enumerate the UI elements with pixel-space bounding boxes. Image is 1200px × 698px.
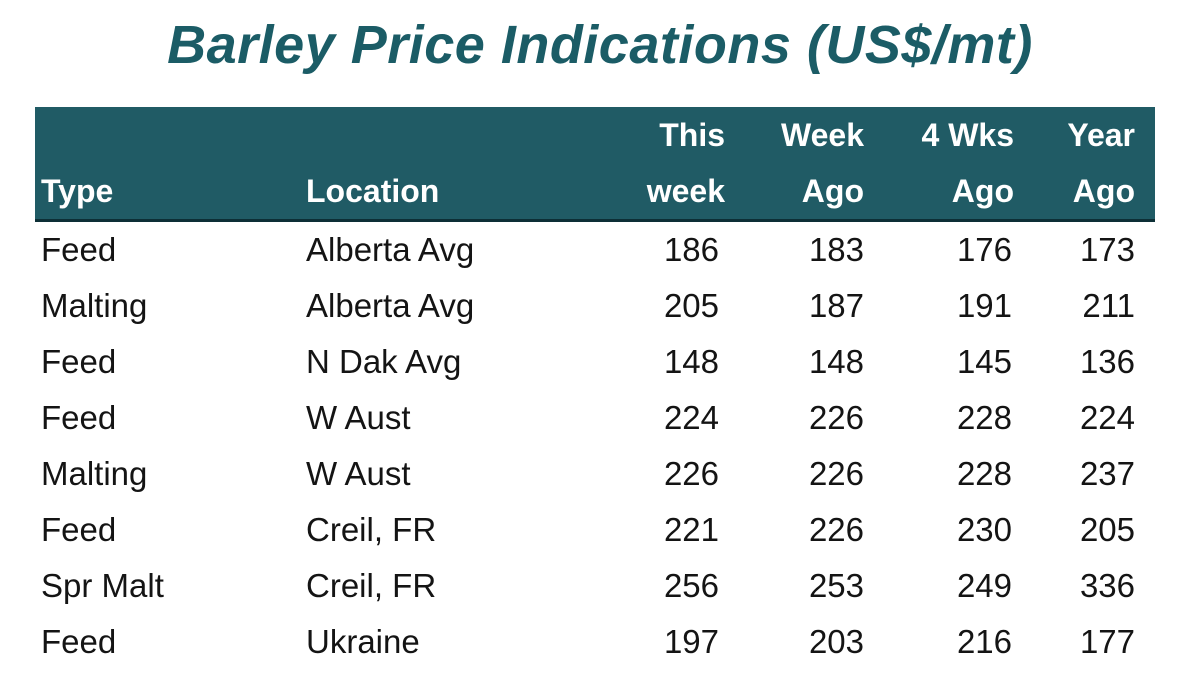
header-location: Location <box>300 107 585 221</box>
cell-week-ago: 253 <box>808 567 864 604</box>
cell-week-ago: 183 <box>808 231 864 268</box>
cell-location: Alberta Avg <box>306 287 475 324</box>
header-year-ago: Year Ago <box>1018 107 1155 221</box>
header-week-ago-line2: Ago <box>801 173 864 209</box>
cell-this-week: 148 <box>663 343 719 380</box>
cell-four-wks-ago: 228 <box>956 455 1012 492</box>
cell-type: Feed <box>41 399 117 436</box>
cell-this-week: 226 <box>663 455 719 492</box>
header-type: Type <box>35 107 300 221</box>
cell-week-ago: 203 <box>808 623 864 660</box>
cell-week-ago: 187 <box>808 287 864 324</box>
cell-this-week: 205 <box>663 287 719 324</box>
cell-four-wks-ago: 191 <box>956 287 1012 324</box>
cell-this-week: 186 <box>663 231 719 268</box>
barley-price-table: Type Location This week Week Ago 4 Wks A… <box>35 107 1155 670</box>
cell-four-wks-ago: 176 <box>956 231 1012 268</box>
cell-four-wks-ago: 145 <box>956 343 1012 380</box>
header-this-week: This week <box>585 107 725 221</box>
table-row: Feed N Dak Avg 148 148 145 136 <box>35 334 1155 390</box>
cell-location: W Aust <box>306 455 411 492</box>
table-row: Feed Creil, FR 221 226 230 205 <box>35 502 1155 558</box>
cell-four-wks-ago: 249 <box>956 567 1012 604</box>
cell-location: Creil, FR <box>306 511 437 548</box>
cell-type: Malting <box>41 455 148 492</box>
header-year-ago-line2: Ago <box>1072 173 1135 209</box>
cell-location: N Dak Avg <box>306 343 462 380</box>
cell-year-ago: 211 <box>1082 287 1135 324</box>
cell-week-ago: 148 <box>808 343 864 380</box>
cell-year-ago: 224 <box>1079 399 1135 436</box>
cell-year-ago: 336 <box>1079 567 1135 604</box>
cell-this-week: 256 <box>663 567 719 604</box>
table-row: Malting Alberta Avg 205 187 191 211 <box>35 278 1155 334</box>
cell-type: Feed <box>41 231 117 268</box>
header-year-ago-line1: Year <box>1067 117 1135 153</box>
cell-this-week: 197 <box>663 623 719 660</box>
header-location-line2: Location <box>306 173 440 209</box>
cell-this-week: 221 <box>663 511 719 548</box>
cell-type: Spr Malt <box>41 567 164 604</box>
table-row: Malting W Aust 226 226 228 237 <box>35 446 1155 502</box>
header-this-week-line1: This <box>659 117 725 153</box>
cell-week-ago: 226 <box>808 511 864 548</box>
header-week-ago: Week Ago <box>725 107 870 221</box>
cell-year-ago: 173 <box>1079 231 1135 268</box>
header-this-week-line2: week <box>646 173 725 209</box>
cell-type: Feed <box>41 343 117 380</box>
cell-type: Malting <box>41 287 148 324</box>
cell-type: Feed <box>41 511 117 548</box>
cell-four-wks-ago: 228 <box>956 399 1012 436</box>
cell-location: Creil, FR <box>306 567 437 604</box>
header-four-wks-ago-line1: 4 Wks <box>921 117 1014 153</box>
cell-location: Ukraine <box>306 623 420 660</box>
table-header-row: Type Location This week Week Ago 4 Wks A… <box>35 107 1155 221</box>
header-four-wks-ago-line2: Ago <box>951 173 1014 209</box>
cell-location: Alberta Avg <box>306 231 475 268</box>
cell-four-wks-ago: 230 <box>956 511 1012 548</box>
table-row: Spr Malt Creil, FR 256 253 249 336 <box>35 558 1155 614</box>
cell-year-ago: 205 <box>1079 511 1135 548</box>
cell-type: Feed <box>41 623 117 660</box>
cell-location: W Aust <box>306 399 411 436</box>
cell-year-ago: 237 <box>1079 455 1135 492</box>
table-row: Feed Ukraine 197 203 216 177 <box>35 614 1155 670</box>
table-row: Feed W Aust 224 226 228 224 <box>35 390 1155 446</box>
cell-year-ago: 136 <box>1079 343 1135 380</box>
header-type-line2: Type <box>41 173 114 209</box>
cell-week-ago: 226 <box>808 455 864 492</box>
table-title: Barley Price Indications (US$/mt) <box>167 15 1033 75</box>
cell-week-ago: 226 <box>808 399 864 436</box>
table-row: Feed Alberta Avg 186 183 176 173 <box>35 221 1155 279</box>
cell-four-wks-ago: 216 <box>956 623 1012 660</box>
cell-year-ago: 177 <box>1079 623 1135 660</box>
table-body: Feed Alberta Avg 186 183 176 173 Malting Albert… <box>35 221 1155 671</box>
header-four-wks-ago: 4 Wks Ago <box>870 107 1018 221</box>
header-week-ago-line1: Week <box>780 117 864 153</box>
cell-this-week: 224 <box>663 399 719 436</box>
